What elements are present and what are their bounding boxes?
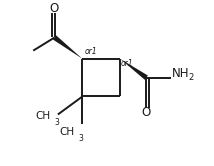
Text: 2: 2: [188, 73, 193, 82]
Text: or1: or1: [121, 59, 134, 68]
Text: O: O: [141, 106, 150, 119]
Text: 3: 3: [78, 134, 83, 143]
Text: CH: CH: [59, 127, 74, 137]
Text: NH: NH: [172, 67, 189, 80]
Polygon shape: [120, 59, 148, 80]
Polygon shape: [53, 35, 82, 59]
Text: or1: or1: [85, 47, 98, 56]
Text: 3: 3: [55, 118, 59, 127]
Text: O: O: [49, 2, 58, 15]
Text: CH: CH: [35, 111, 51, 121]
